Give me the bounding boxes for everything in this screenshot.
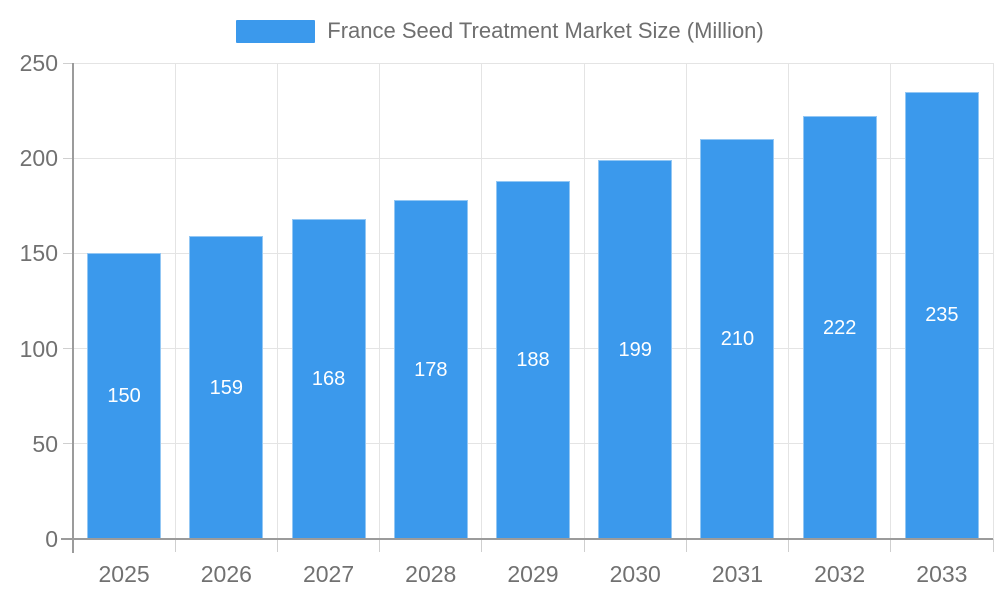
- bar[interactable]: [291, 219, 366, 539]
- x-axis-tick: [174, 539, 176, 552]
- y-tick-label: 0: [45, 526, 58, 552]
- y-axis-tick: [63, 348, 73, 350]
- y-tick-label: 200: [19, 145, 58, 172]
- bar-value-label: 222: [822, 316, 857, 339]
- x-axis-tick: [276, 539, 278, 552]
- bar[interactable]: [496, 181, 570, 539]
- bar-value-label: 168: [311, 368, 346, 391]
- bar-value-label: 178: [414, 358, 448, 381]
- x-gridline: [788, 63, 790, 539]
- x-tick-label: 2027: [302, 561, 355, 587]
- y-axis-tick: [63, 62, 73, 64]
- bar-value-label: 199: [618, 338, 652, 361]
- x-tick-label: 2032: [814, 561, 866, 587]
- x-axis-tick: [379, 539, 381, 552]
- y-gridline: [73, 62, 993, 64]
- y-axis-tick: [63, 443, 73, 445]
- x-axis-tick: [788, 539, 790, 552]
- y-tick-label: 50: [32, 430, 58, 457]
- x-tick-label: 2030: [609, 561, 661, 587]
- bar-value-label: 150: [107, 385, 141, 408]
- legend[interactable]: France Seed Treatment Market Size (Milli…: [0, 16, 1000, 46]
- bar[interactable]: [598, 160, 673, 539]
- x-tick-label: 2033: [916, 561, 968, 587]
- bar-value-label: 159: [209, 376, 244, 399]
- x-gridline: [481, 63, 483, 539]
- bar[interactable]: [393, 200, 468, 539]
- x-gridline: [685, 63, 687, 539]
- y-tick-label: 250: [19, 50, 58, 76]
- bar-value-label: 210: [720, 328, 755, 351]
- y-gridline: [73, 157, 993, 159]
- legend-label: France Seed Treatment Market Size (Milli…: [327, 18, 764, 43]
- y-axis-line: [72, 63, 74, 553]
- bar[interactable]: [87, 253, 162, 539]
- x-axis-tick: [583, 539, 585, 552]
- x-axis-tick: [685, 539, 687, 552]
- bar-value-label: 188: [516, 349, 550, 372]
- x-tick-label: 2031: [711, 561, 764, 587]
- x-gridline: [276, 63, 278, 539]
- x-tick-label: 2026: [200, 561, 252, 587]
- x-tick-label: 2028: [405, 561, 457, 587]
- x-gridline: [379, 63, 381, 539]
- y-tick-label: 100: [19, 335, 58, 362]
- bar[interactable]: [189, 236, 264, 539]
- x-axis-tick: [992, 539, 994, 552]
- bar-value-label: 235: [925, 304, 959, 327]
- x-axis-tick: [481, 539, 483, 552]
- x-tick-label: 2029: [507, 561, 559, 587]
- x-gridline: [890, 63, 892, 539]
- x-tick-label: 2025: [98, 561, 150, 587]
- x-axis-tick: [890, 539, 892, 552]
- y-tick-label: 150: [19, 240, 58, 267]
- bar[interactable]: [802, 116, 877, 539]
- x-gridline: [992, 63, 994, 539]
- legend-swatch-icon: [236, 19, 316, 43]
- bar[interactable]: [700, 139, 775, 539]
- x-gridline: [174, 63, 176, 539]
- y-axis-tick: [63, 252, 73, 254]
- x-gridline: [583, 63, 585, 539]
- y-axis-tick: [63, 157, 73, 159]
- x-axis-line: [61, 538, 993, 540]
